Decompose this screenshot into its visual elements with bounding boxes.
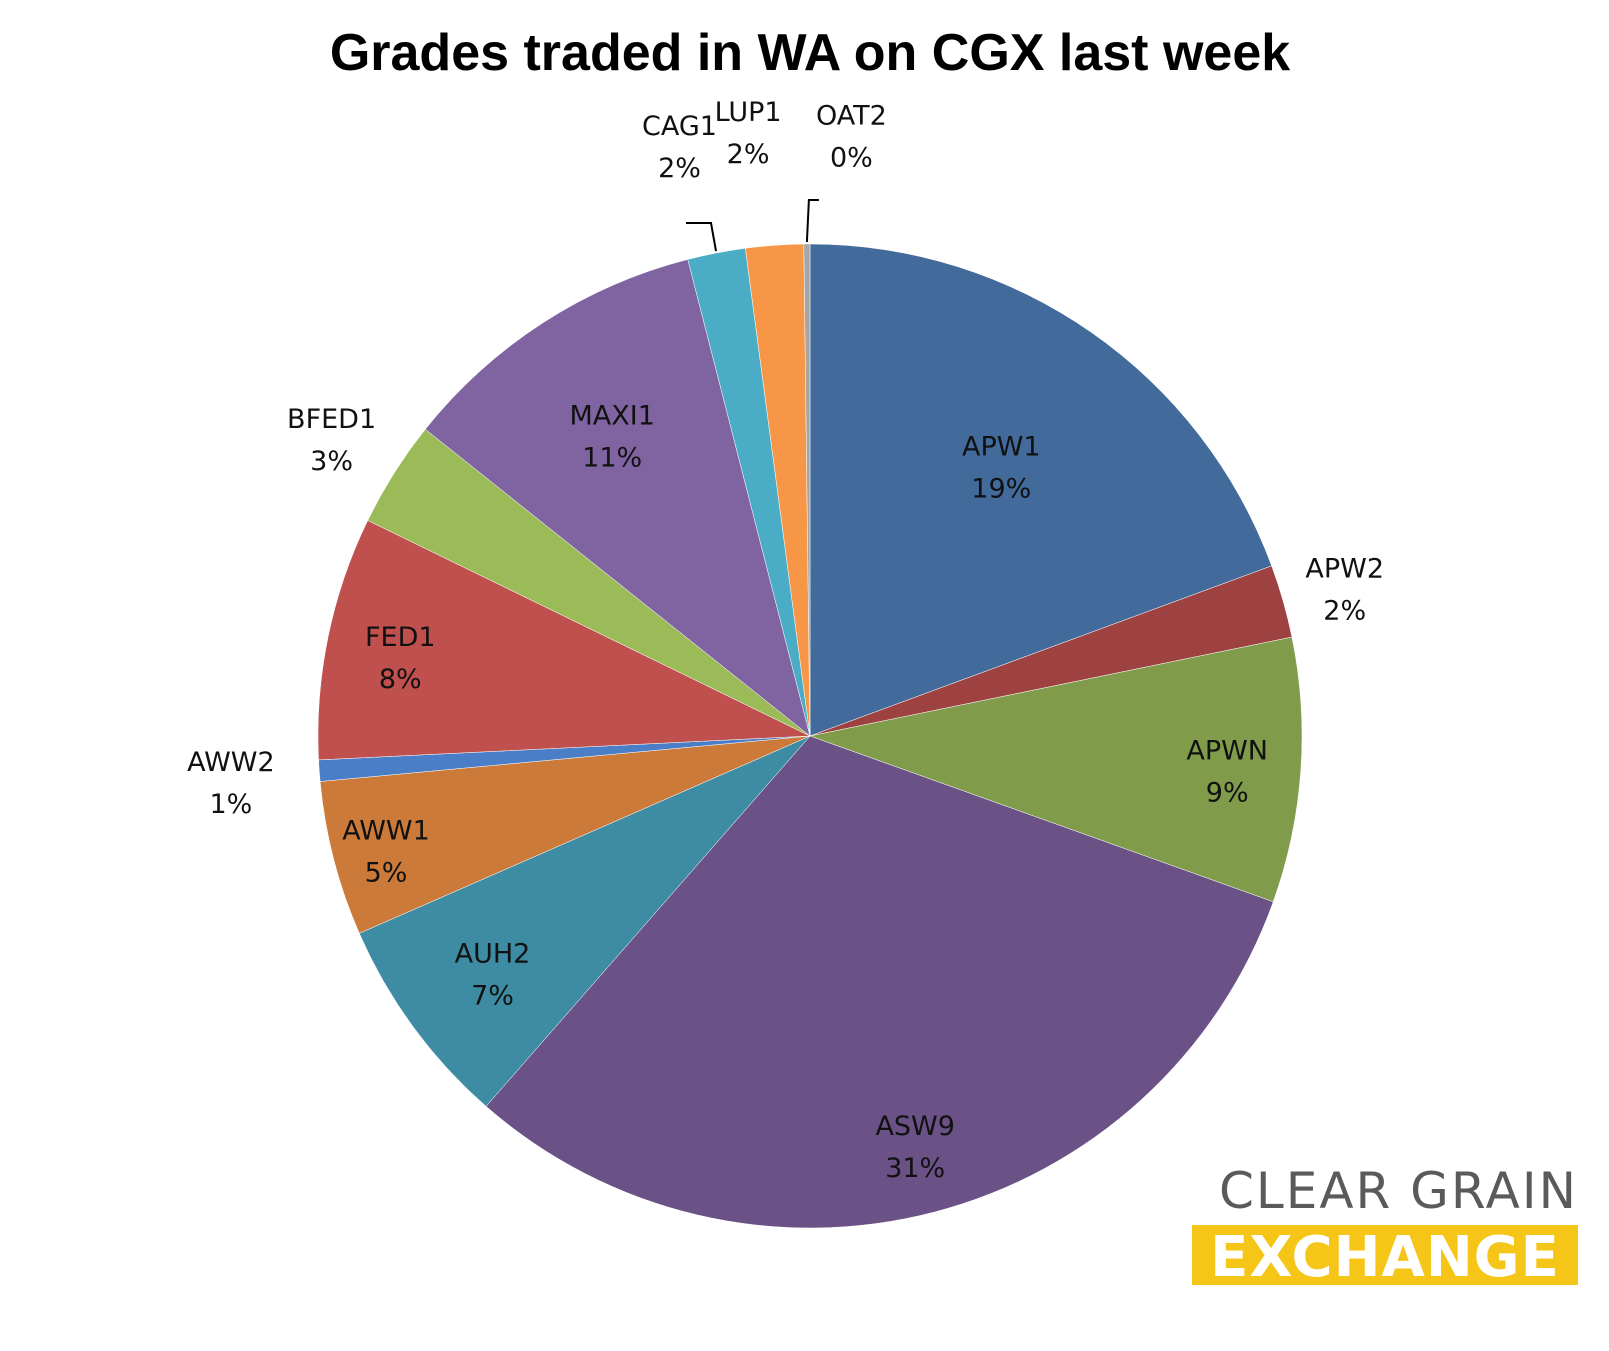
slice-label-pct: 19% bbox=[971, 474, 1031, 505]
slice-label-name: OAT2 bbox=[816, 101, 887, 132]
slice-label-name: ASW9 bbox=[875, 1111, 954, 1142]
slice-aww1 bbox=[319, 735, 811, 934]
leader-line-cag1 bbox=[686, 222, 717, 252]
slice-oat2 bbox=[803, 243, 811, 737]
slice-label-pct: 5% bbox=[365, 858, 408, 889]
slice-label-name: MAXI1 bbox=[569, 400, 654, 431]
clear-grain-exchange-logo: CLEAR GRAIN EXCHANGE bbox=[1192, 1162, 1578, 1290]
slice-label-pct: 2% bbox=[1323, 596, 1366, 627]
slice-label-name: AWW1 bbox=[342, 816, 430, 847]
logo-line1: CLEAR GRAIN bbox=[1219, 1162, 1578, 1220]
logo-line2: EXCHANGE bbox=[1210, 1225, 1560, 1290]
slice-label-name: FED1 bbox=[365, 622, 436, 653]
slice-label-pct: 7% bbox=[471, 981, 514, 1012]
slice-label-pct: 8% bbox=[379, 664, 422, 695]
slice-label-pct: 11% bbox=[582, 442, 642, 473]
slice-label-name: AWW2 bbox=[187, 747, 275, 778]
slice-label-pct: 2% bbox=[727, 139, 770, 170]
leader-line-oat2 bbox=[805, 199, 819, 243]
slice-label-pct: 3% bbox=[310, 446, 353, 477]
slice-label-name: AUH2 bbox=[455, 939, 531, 970]
pie-slices bbox=[317, 243, 1303, 1229]
slice-label-name: APW2 bbox=[1305, 554, 1384, 585]
slice-label-pct: 1% bbox=[209, 789, 252, 820]
slice-label-pct: 2% bbox=[658, 153, 701, 184]
slice-apw1 bbox=[809, 243, 1272, 737]
slice-label-name: APWN bbox=[1186, 736, 1268, 767]
slice-auh2 bbox=[358, 735, 811, 1107]
slice-label-pct: 0% bbox=[830, 143, 873, 174]
slice-fed1 bbox=[317, 520, 811, 761]
slice-label-pct: 31% bbox=[885, 1153, 945, 1184]
slice-label-name: LUP1 bbox=[715, 97, 782, 128]
slice-maxi1 bbox=[424, 259, 811, 737]
slice-label-pct: 9% bbox=[1206, 778, 1249, 809]
slice-apwn bbox=[809, 636, 1303, 903]
slice-labels: APW1 19% APW2 2% APWN 9% ASW9 31% AUH2 7% AWW1 5% AW… bbox=[187, 97, 1384, 1184]
slice-asw9 bbox=[485, 735, 1274, 1229]
slice-label-name: CAG1 bbox=[642, 111, 717, 142]
chart-title: Grades traded in WA on CGX last week bbox=[330, 24, 1290, 82]
slice-label-name: APW1 bbox=[962, 432, 1041, 463]
logo-exchange-band bbox=[1192, 1225, 1578, 1285]
leader-lines bbox=[686, 199, 819, 252]
slice-label-name: BFED1 bbox=[287, 404, 376, 435]
